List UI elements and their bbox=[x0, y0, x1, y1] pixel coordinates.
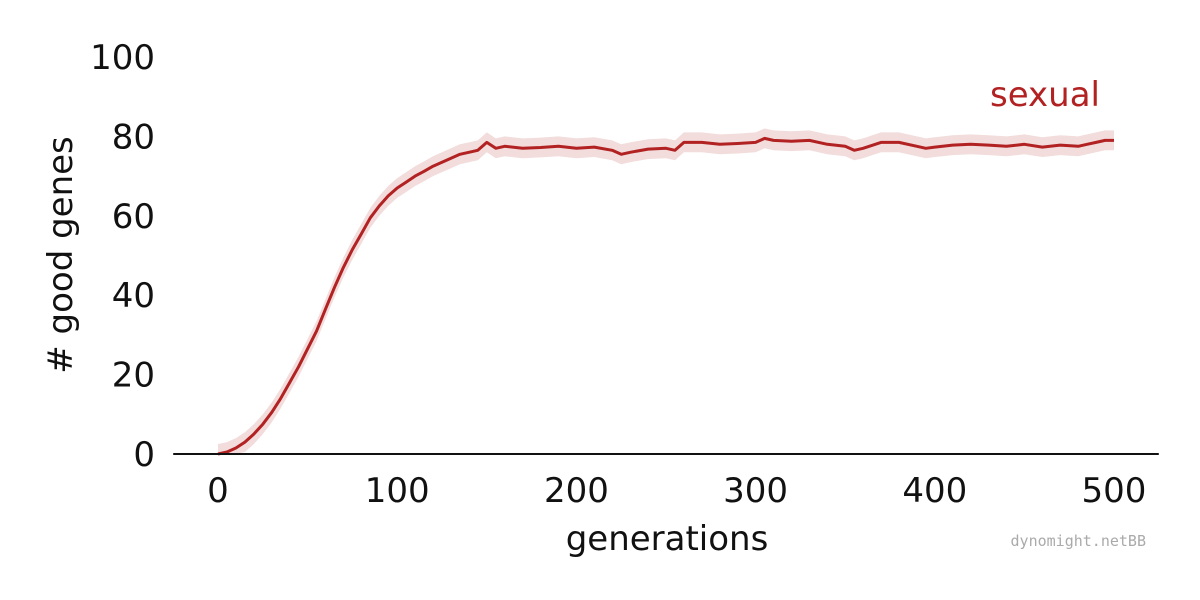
y-tick-label: 80 bbox=[112, 117, 155, 157]
y-axis-ticks: 0 20 40 60 80 100 bbox=[90, 38, 155, 475]
y-tick-label: 100 bbox=[90, 38, 155, 78]
x-tick-label: 500 bbox=[1082, 471, 1147, 511]
y-tick-label: 20 bbox=[112, 356, 155, 396]
x-tick-label: 400 bbox=[902, 471, 967, 511]
y-tick-label: 40 bbox=[112, 276, 155, 316]
series-confidence-band bbox=[218, 128, 1114, 454]
series-line-sexual bbox=[217, 136, 1114, 456]
x-axis-title: generations bbox=[566, 519, 769, 559]
x-tick-label: 100 bbox=[365, 471, 430, 511]
y-tick-label: 60 bbox=[112, 197, 155, 237]
credit-text: dynomight.netBB bbox=[1011, 532, 1146, 550]
x-tick-label: 0 bbox=[207, 471, 229, 511]
y-axis-title: # good genes bbox=[41, 136, 81, 374]
x-axis-ticks: 0 100 200 300 400 500 bbox=[207, 471, 1146, 511]
x-tick-label: 300 bbox=[723, 471, 788, 511]
x-tick-label: 200 bbox=[544, 471, 609, 511]
series-label-sexual: sexual bbox=[990, 75, 1100, 115]
y-tick-label: 0 bbox=[133, 435, 155, 475]
